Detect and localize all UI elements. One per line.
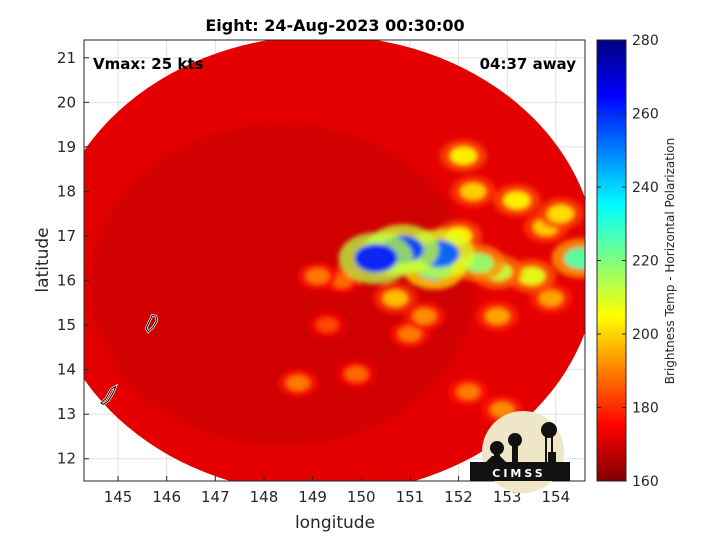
colorbar-tick-label: 260 (632, 107, 659, 123)
y-axis-label: latitude (33, 227, 53, 292)
colorbar-gradient (596, 39, 627, 482)
feature-core (547, 204, 574, 223)
x-tick-label: 145 (104, 488, 133, 506)
feature-core (382, 289, 409, 307)
logo-text: CIMSS (492, 467, 545, 480)
y-tick-label: 21 (57, 49, 76, 67)
swath-heatmap (84, 40, 585, 481)
colorbar-tick-label: 180 (632, 401, 659, 417)
plot-frame (83, 39, 586, 482)
feature-core (485, 307, 510, 325)
feature-core (517, 266, 546, 286)
feature-core (398, 326, 422, 342)
feature-core (490, 401, 515, 418)
feature-core (354, 243, 398, 273)
x-tick-label: 147 (201, 488, 230, 506)
time-away-annotation: 04:37 away (480, 55, 577, 73)
colorbar-tick-label: 240 (632, 180, 659, 196)
x-tick-label: 151 (396, 488, 425, 506)
y-tick-label: 13 (57, 405, 76, 423)
feature-core (345, 366, 368, 382)
colorbar-tick-label: 220 (632, 254, 659, 270)
feature-core (412, 308, 437, 325)
colorbar-tick-label: 200 (632, 327, 659, 343)
x-tick-label: 148 (250, 488, 279, 506)
feature-core (503, 191, 531, 210)
y-tick-label: 12 (57, 450, 76, 468)
x-tick-label: 153 (493, 488, 522, 506)
colorbar-label: Brightness Temp - Horizontal Polarizatio… (663, 138, 677, 385)
feature-core (286, 375, 310, 391)
colorbar-tick-label: 280 (632, 33, 659, 49)
y-tick-label: 16 (57, 272, 76, 290)
x-tick-label: 149 (298, 488, 327, 506)
x-axis-ticks: 145 146 147 148 149 150 151 152 153 154 (104, 476, 570, 506)
island-outlines (98, 313, 159, 406)
y-tick-label: 17 (57, 227, 76, 245)
x-tick-label: 154 (541, 488, 570, 506)
colorbar-tick-label: 160 (632, 474, 659, 490)
feature-core (460, 182, 487, 201)
y-tick-label: 15 (57, 316, 76, 334)
feature-core (305, 268, 330, 284)
cimss-logo: CIMSS (470, 411, 570, 493)
y-tick-label: 19 (57, 138, 76, 156)
x-tick-label: 150 (347, 488, 376, 506)
chart-title: Eight: 24-Aug-2023 00:30:00 (205, 16, 464, 35)
feature-core (538, 290, 564, 307)
y-tick-label: 14 (57, 361, 76, 379)
x-tick-label: 152 (444, 488, 473, 506)
feature-core (563, 247, 585, 270)
y-tick-label: 20 (57, 93, 76, 111)
feature-core (316, 317, 339, 333)
colorbar: 160 180 200 220 240 260 280 Brightness Temp - … (596, 33, 677, 490)
vmax-annotation: Vmax: 25 kts (93, 55, 203, 73)
x-axis-label: longitude (295, 513, 375, 533)
y-axis-ticks: 12 13 14 15 16 17 18 19 20 21 (57, 49, 89, 468)
x-tick-label: 146 (152, 488, 181, 506)
feature-core (449, 146, 477, 165)
y-tick-label: 18 (57, 182, 76, 200)
feature-core (456, 384, 480, 400)
